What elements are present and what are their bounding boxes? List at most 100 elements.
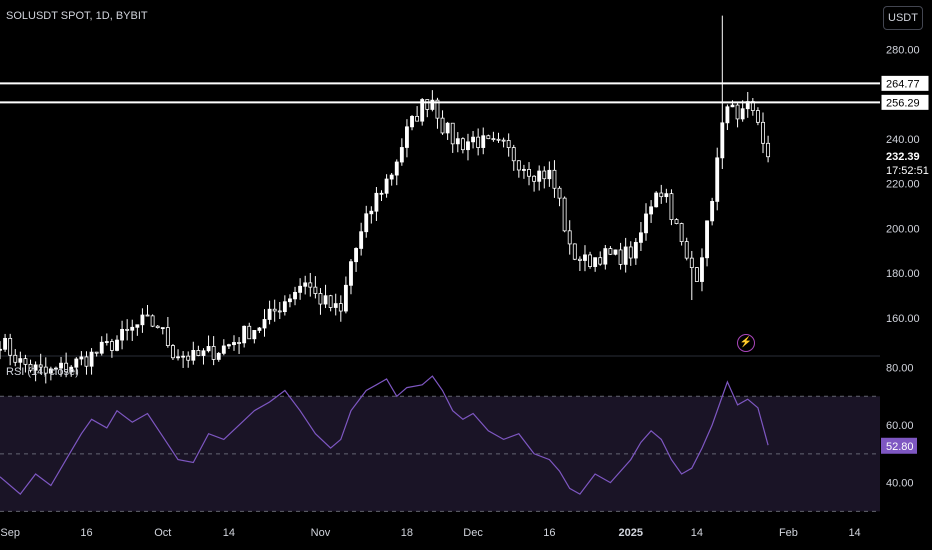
candle-body xyxy=(257,327,262,331)
candle-body xyxy=(303,282,308,287)
candle-body xyxy=(481,135,486,148)
candle-body xyxy=(761,121,765,144)
candle-body xyxy=(674,219,679,224)
candle-body xyxy=(664,193,669,198)
candle-body xyxy=(89,351,94,367)
candle-body xyxy=(710,201,715,222)
rsi-value-badge xyxy=(881,437,917,454)
price-axis-label: 200.00 xyxy=(886,223,920,235)
candle-body xyxy=(628,246,633,259)
candle-body xyxy=(150,315,155,327)
lightning-icon[interactable]: ⚡ xyxy=(737,334,755,352)
candle-body xyxy=(359,231,364,249)
candle-body xyxy=(313,286,318,294)
candle-body xyxy=(679,223,684,242)
candle-body xyxy=(496,138,501,141)
candle-body xyxy=(547,169,552,180)
candle-body xyxy=(130,326,135,331)
candle-body xyxy=(654,192,659,208)
candle-body xyxy=(420,99,425,122)
candle-body xyxy=(522,169,526,171)
rsi-line xyxy=(0,375,769,495)
candle-body xyxy=(527,169,531,177)
candle-body xyxy=(694,267,699,282)
candle-body xyxy=(94,351,99,354)
candle-body xyxy=(476,136,481,148)
candle-body xyxy=(206,346,211,352)
candle-body xyxy=(766,142,771,158)
candle-body xyxy=(374,192,379,212)
currency-button[interactable]: USDT xyxy=(883,6,923,30)
price-axis-label: 240.00 xyxy=(886,134,920,146)
candle-body xyxy=(226,344,231,347)
candle-body xyxy=(191,350,196,361)
rsi-indicator-label: RSI (14, close) xyxy=(6,366,79,378)
candle-body xyxy=(572,243,577,260)
time-axis-label: Nov xyxy=(311,527,331,539)
candle-body xyxy=(267,308,272,320)
candle-body xyxy=(425,99,430,110)
candle-body xyxy=(379,192,384,195)
candle-body xyxy=(705,220,709,259)
candle-body xyxy=(440,117,445,134)
candle-body xyxy=(171,345,175,359)
price-axis-label: 220.00 xyxy=(886,179,920,191)
candle-body xyxy=(450,122,455,145)
candle-body xyxy=(669,193,674,221)
candle-body xyxy=(659,192,664,198)
price-axis-label: 160.00 xyxy=(886,313,920,325)
candle-body xyxy=(715,157,720,202)
candle-body xyxy=(247,325,252,340)
candle-body xyxy=(293,291,297,300)
candle-body xyxy=(755,110,760,123)
candle-body xyxy=(33,364,38,371)
candle-body xyxy=(196,350,201,356)
candle-body xyxy=(298,285,303,293)
time-axis-label: Feb xyxy=(779,527,798,539)
candle-body xyxy=(486,135,491,140)
candle-body xyxy=(186,355,191,361)
candle-body xyxy=(689,257,694,268)
candle-body xyxy=(720,122,725,159)
candle-body xyxy=(160,327,165,329)
candle-body xyxy=(28,363,33,371)
candle-body xyxy=(308,282,313,288)
candle-body xyxy=(3,337,8,350)
candle-body xyxy=(318,293,323,305)
candle-body xyxy=(145,314,150,317)
candle-body xyxy=(242,325,247,344)
candle-body xyxy=(125,328,130,331)
candle-body xyxy=(8,337,13,356)
candle-body xyxy=(43,366,48,374)
time-axis-label: Oct xyxy=(154,527,171,539)
candle-body xyxy=(354,248,358,263)
candle-body xyxy=(618,249,623,265)
time-axis-label: 14 xyxy=(223,527,235,539)
candle-body xyxy=(552,169,557,189)
time-axis-label: 18 xyxy=(401,527,413,539)
rsi-axis-label: 80.00 xyxy=(886,363,914,375)
candle-body xyxy=(460,138,465,151)
candle-body xyxy=(23,358,28,365)
candle-body xyxy=(623,246,628,265)
candle-body xyxy=(730,104,735,108)
candle-body xyxy=(349,261,353,286)
candle-body xyxy=(277,310,282,313)
candle-body xyxy=(13,354,18,363)
candle-body xyxy=(237,342,242,344)
candle-body xyxy=(333,303,338,308)
candle-body xyxy=(79,356,84,360)
candle-body xyxy=(537,170,542,182)
candle-body xyxy=(542,170,547,180)
time-axis-label: 2025 xyxy=(619,527,643,539)
candle-body xyxy=(135,324,140,328)
candle-body xyxy=(399,147,404,163)
candle-body xyxy=(735,104,740,120)
candle-body xyxy=(282,301,287,313)
candle-body xyxy=(567,230,572,245)
candle-body xyxy=(221,345,226,354)
time-axis-label: 14 xyxy=(691,527,703,539)
candle-body xyxy=(262,319,267,329)
candle-body xyxy=(328,295,333,308)
